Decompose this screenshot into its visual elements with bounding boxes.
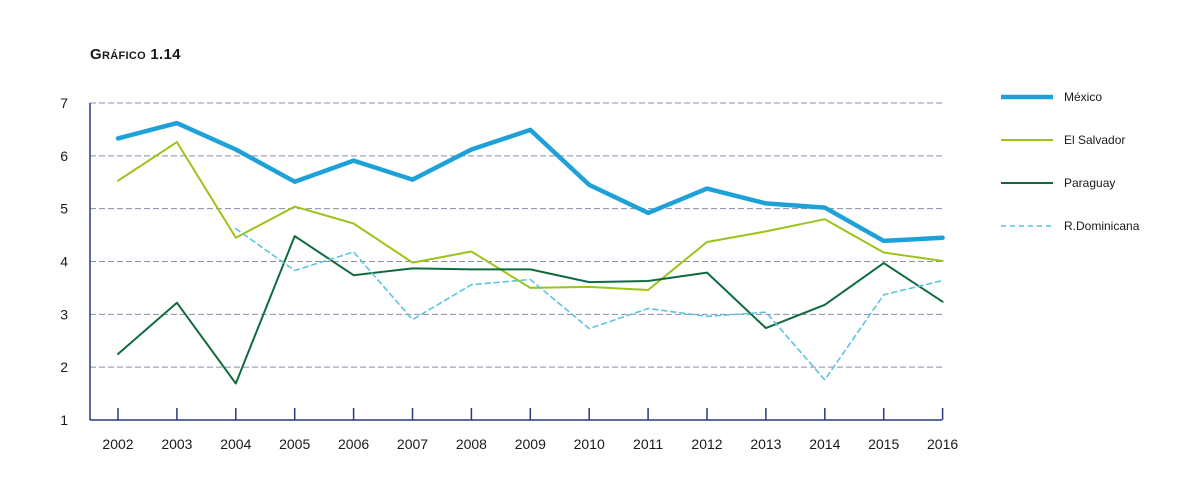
x-tick-label-2011: 2011 [633,436,663,452]
x-tick-label-2010: 2010 [574,436,605,452]
x-tick-label-2013: 2013 [750,436,781,452]
y-tick-label-2: 2 [60,359,68,375]
y-tick-label-6: 6 [60,148,68,164]
series-line-el-salvador [117,141,944,291]
legend-label-mexico: México [1064,90,1102,104]
axes: 1 2 3 4 5 6 7 2002 2003 2004 2005 2006 2007 2008 2009 2… [60,95,958,452]
legend-label-el-salvador: El Salvador [1064,133,1125,147]
legend: México El Salvador Paraguay R.Dominicana [1001,90,1140,233]
series-line-paraguay [117,235,944,385]
y-tick-label-1: 1 [60,412,68,428]
series-line-r-dominicana [235,227,944,381]
x-tick-label-2003: 2003 [161,436,192,452]
series-line-mexico [115,120,945,244]
x-tick-label-2016: 2016 [927,436,958,452]
y-tick-label-7: 7 [60,95,68,111]
x-tick-label-2009: 2009 [515,436,546,452]
series-lines [115,120,945,385]
x-tick-label-2004: 2004 [220,436,251,452]
gridlines [90,102,942,368]
y-tick-label-5: 5 [60,201,68,217]
legend-label-paraguay: Paraguay [1064,176,1115,190]
x-tick-label-2002: 2002 [102,436,133,452]
x-tick-label-2006: 2006 [338,436,369,452]
x-tick-label-2014: 2014 [809,436,840,452]
x-tick-label-2007: 2007 [397,436,428,452]
y-tick-label-3: 3 [60,306,68,322]
x-tick-label-2005: 2005 [279,436,310,452]
y-tick-label-4: 4 [60,254,68,270]
x-tick-label-2012: 2012 [691,436,722,452]
chart-title: Gráfico 1.14 [90,46,181,63]
x-tick-label-2008: 2008 [456,436,487,452]
legend-label-r-dominicana: R.Dominicana [1064,219,1140,233]
x-tick-label-2015: 2015 [868,436,899,452]
